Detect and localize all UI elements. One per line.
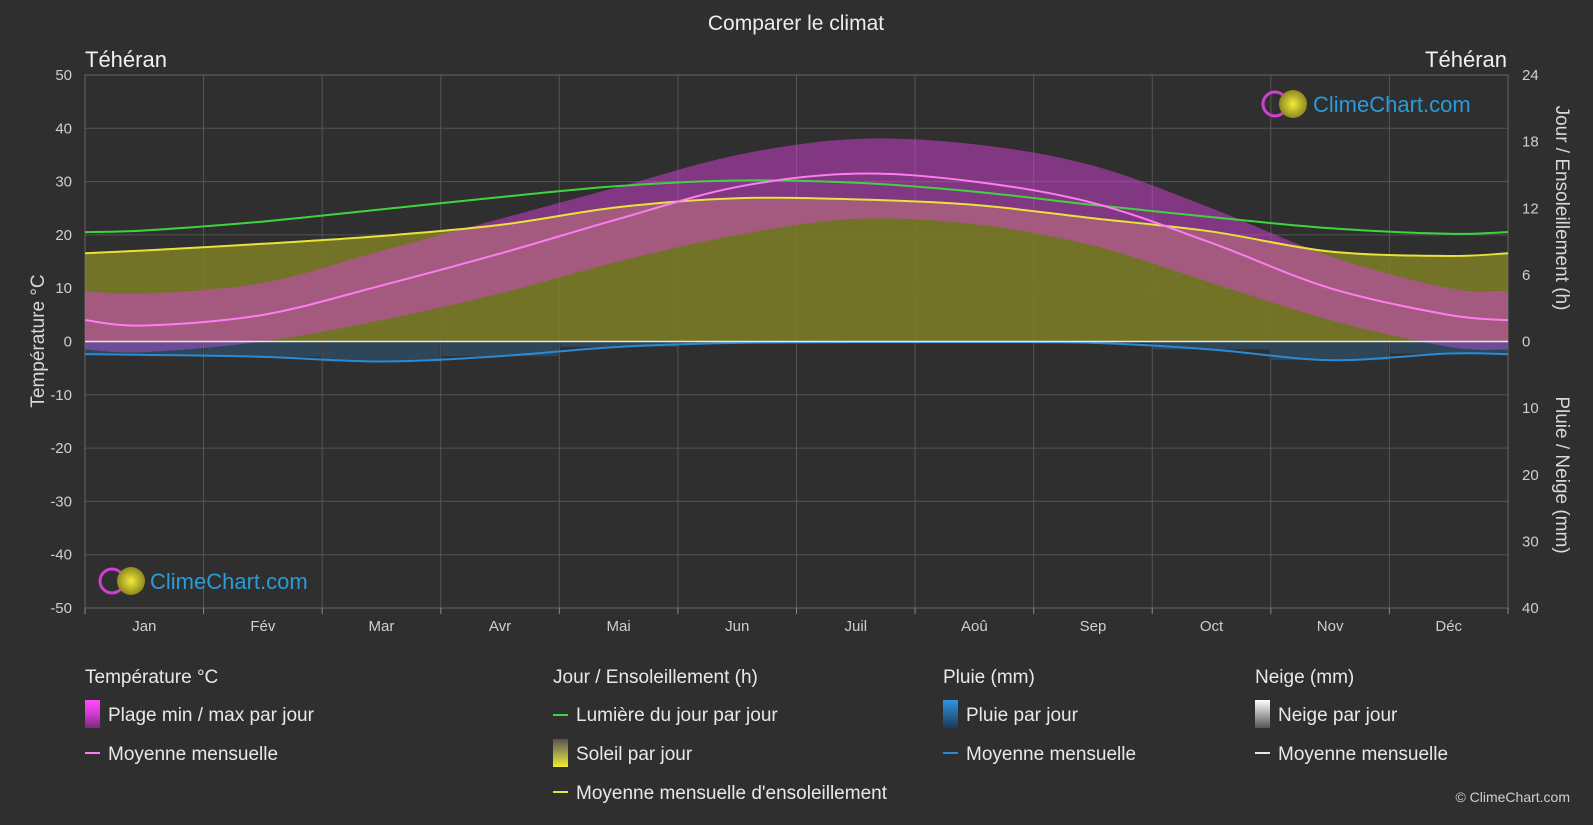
left-axis-ticks: 50 40 30 20 10 0 -10 -20 -30 -40 -50 (50, 67, 72, 617)
month-tick-label: Avr (489, 618, 511, 635)
left-tick-label: 10 (55, 280, 72, 297)
legend-head-rain: Pluie (mm) (943, 667, 1035, 688)
month-tick-label: Jun (725, 618, 749, 635)
rain-bar (441, 341, 559, 357)
logo-ball-icon (117, 567, 145, 595)
temp-range-swatch (85, 700, 100, 728)
month-tick-label: Nov (1317, 618, 1344, 635)
left-tick-label: 0 (64, 334, 72, 351)
left-tick-label: -50 (50, 600, 72, 617)
legend-head-snow: Neige (mm) (1255, 667, 1354, 688)
right-axis-ticks: 24 18 12 6 0 10 20 30 40 (1522, 67, 1539, 617)
legend-rain: Pluie (mm) Pluie par jour Moyenne mensue… (943, 667, 1136, 765)
right-axis-label-bottom: Pluie / Neige (mm) (1551, 396, 1572, 553)
month-tick-label: Déc (1435, 618, 1462, 635)
rain-bar (204, 341, 322, 357)
brand-logo-top: ClimeChart.com (1261, 90, 1471, 118)
legend-sun: Jour / Ensoleillement (h) Lumière du jou… (553, 667, 888, 804)
city-right: Téhéran (1425, 47, 1507, 72)
legend-snow: Neige (mm) Neige par jour Moyenne mensue… (1255, 667, 1448, 765)
right-tick-label: 40 (1522, 600, 1539, 617)
legend-sun-mean: Moyenne mensuelle d'ensoleillement (576, 783, 888, 804)
legend-temp-range: Plage min / max par jour (108, 705, 315, 726)
left-axis-label: Température °C (28, 274, 49, 407)
month-tick-label: Mai (607, 618, 631, 635)
right-tick-label: 20 (1522, 467, 1539, 484)
month-tick-label: Oct (1200, 618, 1224, 635)
rain-bar (86, 341, 203, 355)
left-tick-label: 20 (55, 227, 72, 244)
page-title: Comparer le climat (708, 12, 884, 35)
plot-area: 50 40 30 20 10 0 -10 -20 -30 -40 -50 24 18 12 6 0 10 20 3… (50, 67, 1538, 635)
legend-snow-mean: Moyenne mensuelle (1278, 744, 1448, 765)
sunshine-mean-line (85, 196, 1508, 257)
rain-bar (560, 341, 677, 347)
rain-swatch (943, 700, 958, 728)
right-tick-label: 24 (1522, 67, 1539, 84)
month-tick-label: Aoû (961, 618, 988, 635)
logo-ball-icon (1279, 90, 1307, 118)
right-tick-label: 0 (1522, 334, 1530, 351)
city-left: Téhéran (85, 47, 167, 72)
left-tick-label: -20 (50, 440, 72, 457)
brand-name-bottom: ClimeChart.com (150, 569, 308, 594)
month-tick-label: Jan (132, 618, 156, 635)
rain-bar (1153, 341, 1270, 350)
sunshine-swatch (553, 739, 568, 767)
month-tick-label: Mar (369, 618, 395, 635)
right-tick-label: 18 (1522, 134, 1539, 151)
left-tick-label: 40 (55, 120, 72, 137)
legend-snow-daily: Neige par jour (1278, 705, 1398, 726)
legend-temp-mean: Moyenne mensuelle (108, 744, 278, 765)
month-tick-label: Fév (250, 618, 276, 635)
legend-rain-mean: Moyenne mensuelle (966, 744, 1136, 765)
left-tick-label: 30 (55, 174, 72, 191)
legend-daylight: Lumière du jour par jour (576, 705, 778, 726)
rain-bar (1271, 341, 1389, 361)
legend-head-sun: Jour / Ensoleillement (h) (553, 667, 758, 688)
left-tick-label: 50 (55, 67, 72, 84)
legend-sunshine: Soleil par jour (576, 744, 693, 765)
right-tick-label: 6 (1522, 267, 1530, 284)
snow-swatch (1255, 700, 1270, 728)
legend-temperature: Température °C Plage min / max par jour … (85, 667, 315, 765)
daylight-line (85, 179, 1508, 235)
temp-mean-line (85, 172, 1508, 327)
left-tick-label: -30 (50, 493, 72, 510)
rain-bar (1390, 341, 1507, 354)
legend-rain-daily: Pluie par jour (966, 705, 1079, 726)
month-tick-label: Sep (1080, 618, 1107, 635)
left-tick-label: -10 (50, 387, 72, 404)
right-axis-label-top: Jour / Ensoleillement (h) (1551, 106, 1572, 311)
brand-logo-bottom: ClimeChart.com (98, 567, 308, 595)
brand-name-top: ClimeChart.com (1313, 92, 1471, 117)
right-tick-label: 12 (1522, 200, 1539, 217)
legend-head-temperature: Température °C (85, 667, 218, 688)
series-fills (85, 138, 1508, 362)
legend: Température °C Plage min / max par jour … (85, 667, 1448, 804)
rain-bar (323, 341, 440, 362)
left-tick-label: -40 (50, 547, 72, 564)
right-tick-label: 30 (1522, 533, 1539, 550)
month-tick-label: Juil (845, 618, 868, 635)
right-tick-label: 10 (1522, 400, 1539, 417)
month-tick-labels: Jan Fév Mar Avr Mai Jun Juil Aoû Sep Oct Nov Déc (84, 608, 1509, 635)
temp-range-band (85, 138, 1508, 353)
copyright: © ClimeChart.com (1455, 789, 1570, 805)
